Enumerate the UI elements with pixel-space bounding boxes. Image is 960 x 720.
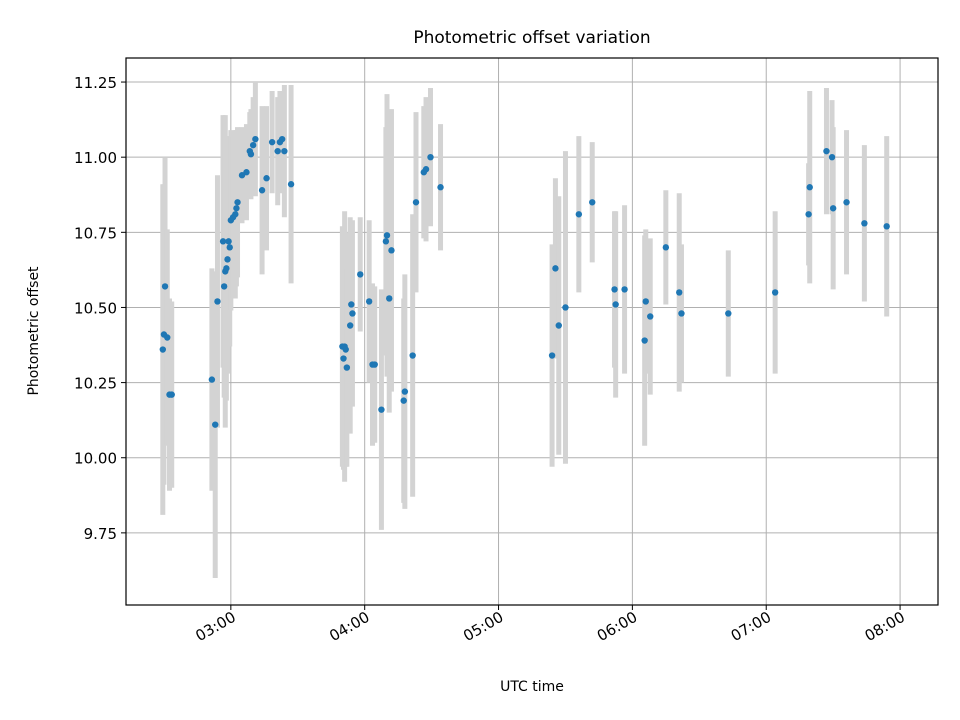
data-point <box>274 147 281 155</box>
y-tick-label: 9.75 <box>84 525 117 543</box>
data-point <box>883 223 890 230</box>
data-point <box>427 153 434 161</box>
data-point <box>642 298 649 305</box>
data-point <box>641 337 648 344</box>
y-tick-label: 10.75 <box>74 224 117 242</box>
data-point <box>161 283 169 290</box>
data-point <box>725 310 732 317</box>
data-point <box>249 141 257 149</box>
chart-title: Photometric offset variation <box>413 28 650 48</box>
data-point <box>548 352 556 359</box>
data-point <box>226 244 233 251</box>
data-point <box>268 138 276 146</box>
data-point <box>214 298 221 305</box>
data-point <box>409 352 416 359</box>
y-tick-label: 11.00 <box>74 149 117 167</box>
data-point <box>349 310 356 317</box>
data-point <box>343 364 351 371</box>
data-point <box>383 232 391 239</box>
data-point <box>219 238 227 245</box>
data-point <box>348 301 355 308</box>
data-point <box>437 184 444 191</box>
data-point <box>232 211 239 218</box>
data-point <box>164 334 171 341</box>
y-axis-label: Photometric offset <box>26 266 42 396</box>
data-point <box>555 322 562 329</box>
data-point <box>234 199 241 206</box>
data-point <box>401 388 409 395</box>
data-point <box>386 295 393 302</box>
y-tick-label: 10.25 <box>74 375 117 393</box>
data-point <box>223 265 230 272</box>
data-point <box>552 265 559 272</box>
data-point <box>388 247 395 254</box>
data-point <box>612 301 619 308</box>
data-point <box>829 205 837 212</box>
data-point <box>365 298 373 305</box>
data-point <box>168 391 175 398</box>
data-point <box>281 147 288 155</box>
data-point <box>771 289 779 296</box>
data-point <box>861 220 868 227</box>
data-point <box>278 135 286 143</box>
data-point <box>400 397 407 404</box>
data-point <box>224 256 231 263</box>
data-point <box>371 361 378 368</box>
data-point <box>346 322 354 329</box>
data-point <box>212 421 219 428</box>
data-point <box>208 376 216 383</box>
data-point <box>225 238 232 245</box>
data-point <box>378 406 385 413</box>
data-point <box>340 355 347 362</box>
data-point <box>263 175 270 182</box>
data-point <box>805 211 812 218</box>
data-point <box>357 271 364 278</box>
data-point <box>220 283 228 290</box>
data-point <box>233 205 240 212</box>
data-point <box>412 199 420 206</box>
data-point <box>806 184 813 191</box>
data-point <box>828 153 836 161</box>
y-tick-label: 10.50 <box>74 299 117 317</box>
y-tick-label: 11.25 <box>74 74 117 92</box>
data-point <box>843 199 850 206</box>
data-point <box>247 150 255 158</box>
data-point <box>589 199 596 206</box>
data-point <box>678 310 685 317</box>
x-axis-label: UTC time <box>500 679 564 695</box>
data-point <box>342 346 349 353</box>
data-point <box>647 313 654 320</box>
data-point <box>575 211 583 218</box>
data-point <box>159 346 167 353</box>
data-point <box>621 286 628 293</box>
data-point <box>287 181 295 188</box>
data-point <box>823 147 830 155</box>
data-point <box>662 244 670 251</box>
y-tick-label: 10.00 <box>74 450 117 468</box>
data-point <box>611 286 618 293</box>
data-point <box>252 135 259 143</box>
data-point <box>562 304 569 311</box>
data-point <box>258 187 266 194</box>
data-point <box>382 238 390 245</box>
axes-frame <box>125 57 939 606</box>
data-point <box>676 289 683 296</box>
data-point <box>422 166 430 173</box>
data-point <box>243 169 250 176</box>
